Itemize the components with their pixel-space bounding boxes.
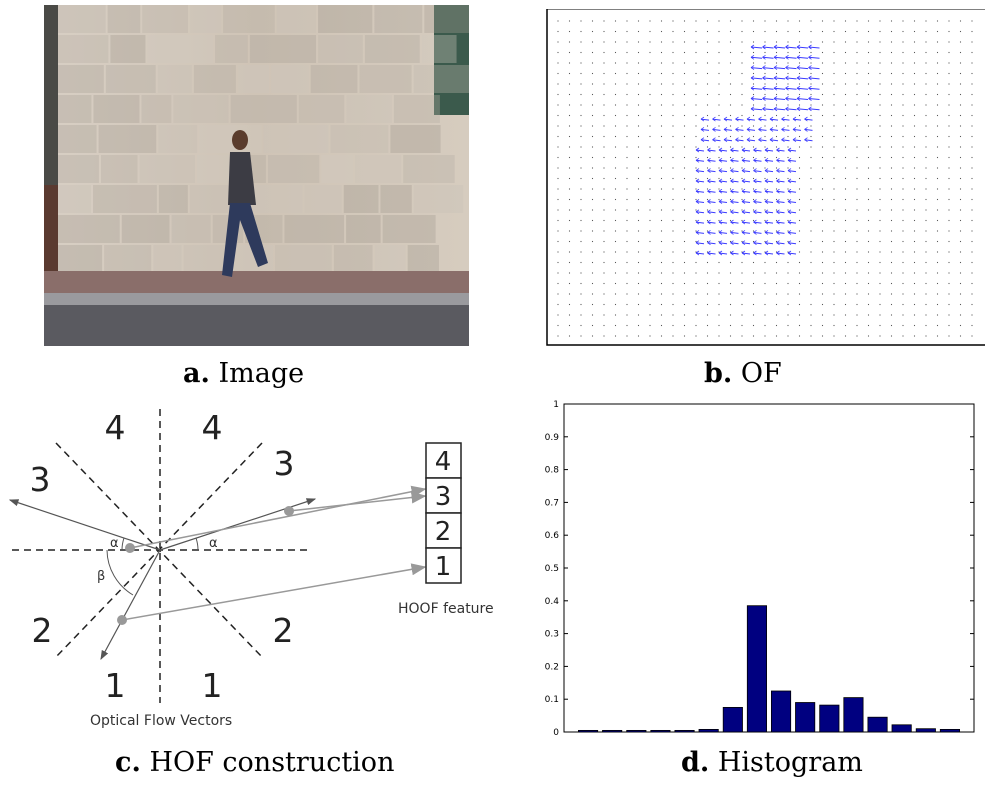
optical-flow-field	[546, 8, 985, 346]
histogram-bar	[602, 729, 623, 733]
histogram-bar	[578, 729, 599, 733]
histogram-bar	[867, 716, 888, 733]
hoof-feature-label: HOOF feature	[398, 601, 494, 617]
sector-number: 3	[274, 444, 295, 483]
panel-a-image	[44, 5, 480, 346]
y-tick-label: 0.7	[545, 498, 559, 508]
histogram-bar	[674, 729, 695, 733]
sector-number: 1	[105, 666, 126, 705]
sector-number: 4	[105, 408, 126, 447]
y-tick-label: 0.1	[545, 695, 559, 705]
sector-divider-lines	[12, 409, 310, 703]
sector-number: 3	[30, 460, 51, 499]
hof-construction-diagram: 4 4 3 3 2 2 1 1 α α β	[8, 408, 494, 729]
sector-number: 2	[32, 611, 53, 650]
panel-d-histogram: 0 0.1 0.2 0.3 0.4 0.5 0.6 0.7 0.8 0.9 1	[520, 395, 985, 745]
walking-person-photo	[44, 5, 480, 346]
plot-frame	[563, 403, 975, 733]
y-tick-label: 0.6	[545, 531, 560, 541]
y-tick-label: 0.3	[545, 630, 559, 640]
histogram-bar	[819, 704, 840, 733]
bin-label: 2	[435, 517, 452, 547]
sector-number: 4	[202, 408, 223, 447]
beta-label: β	[97, 569, 105, 584]
bin-label: 3	[435, 482, 452, 512]
y-tick-label: 0.4	[545, 597, 560, 607]
y-tick-label: 1	[553, 400, 559, 410]
histogram-bar	[698, 728, 719, 733]
y-tick-label: 0	[553, 728, 559, 738]
person-figure	[222, 130, 268, 277]
histogram-bar	[795, 702, 816, 733]
caption-c: c. HOF construction	[115, 747, 395, 778]
y-tick-label: 0.2	[545, 662, 559, 672]
y-tick-label: 0.8	[545, 466, 560, 476]
y-tick-label: 0.5	[545, 564, 559, 574]
histogram-bar	[626, 729, 647, 733]
histogram-bar	[915, 728, 936, 733]
bin-label: 1	[435, 552, 452, 582]
hoof-feature-bins: 4 3 2 1	[425, 442, 462, 584]
sector-number: 2	[273, 611, 294, 650]
optical-flow-vectors-label: Optical Flow Vectors	[90, 713, 232, 729]
histogram-bar	[650, 729, 671, 733]
histogram-bar	[891, 724, 912, 733]
caption-a: a. Image	[183, 358, 305, 389]
caption-d: d. Histogram	[681, 747, 863, 778]
histogram-chart: 0 0.1 0.2 0.3 0.4 0.5 0.6 0.7 0.8 0.9 1	[545, 400, 975, 738]
bin-label: 4	[435, 447, 452, 477]
y-tick-label: 0.9	[545, 433, 560, 443]
alpha-label: α	[110, 536, 119, 551]
caption-b: b. OF	[704, 358, 782, 389]
panel-c-hof-diagram: 4 4 3 3 2 2 1 1 α α β	[0, 395, 520, 745]
histogram-bar	[722, 706, 743, 733]
sector-number: 1	[202, 666, 223, 705]
histogram-bar	[843, 697, 864, 733]
histogram-bar	[770, 690, 792, 733]
panel-b-optical-flow	[546, 8, 985, 346]
histogram-bar	[746, 605, 768, 733]
alpha-label: α	[209, 536, 218, 551]
histogram-bar	[939, 728, 960, 733]
flow-vectors	[8, 498, 317, 661]
